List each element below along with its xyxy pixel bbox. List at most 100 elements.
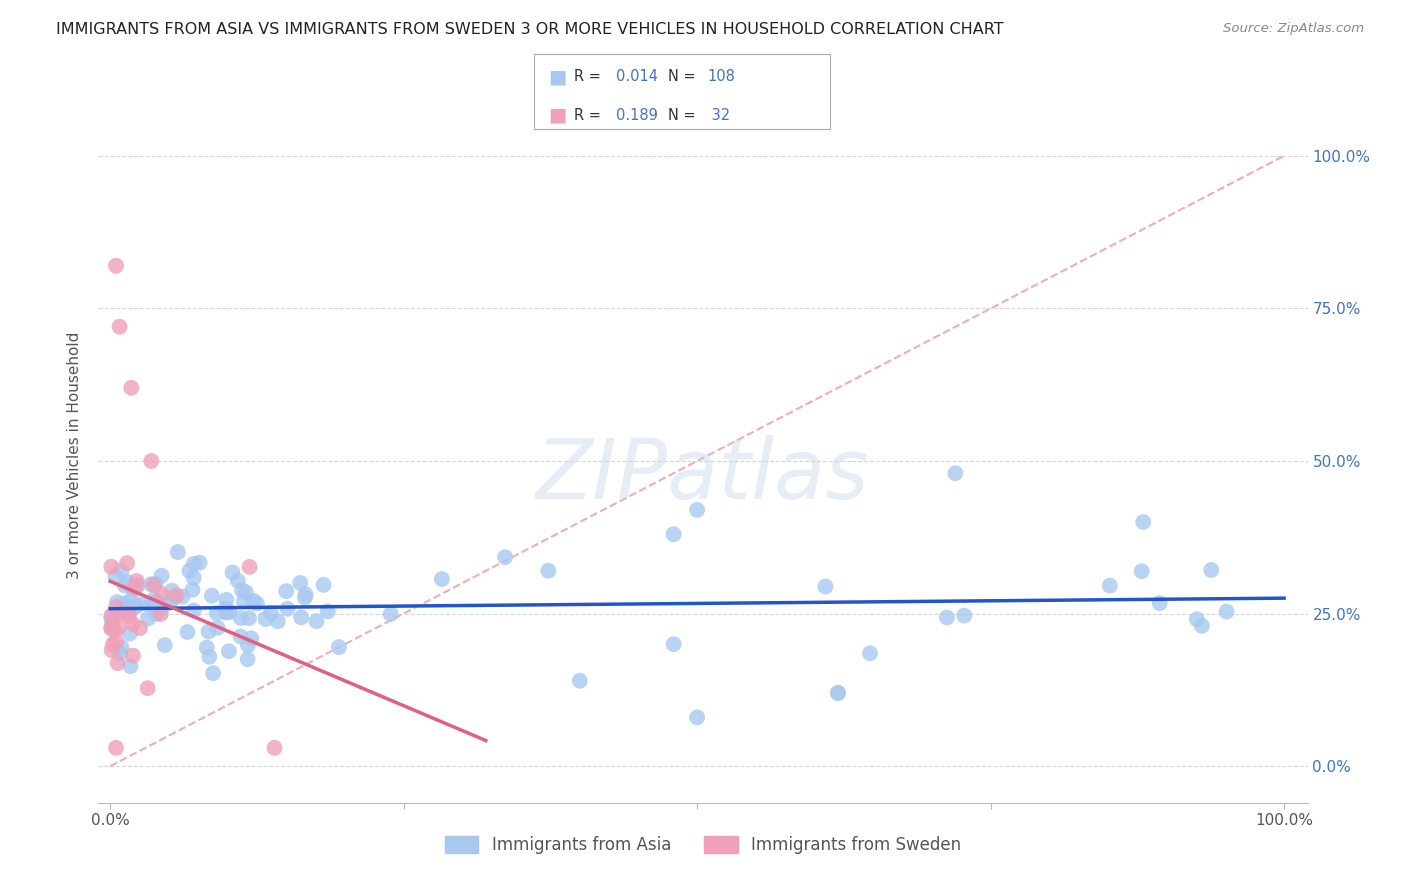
Point	[118, 626, 141, 640]
Point	[110, 604, 132, 618]
Point	[215, 605, 238, 619]
Point	[1098, 579, 1121, 593]
Point	[142, 578, 165, 592]
Point	[202, 666, 225, 681]
Point	[105, 599, 128, 614]
Point	[107, 608, 129, 623]
Point	[122, 648, 145, 663]
Point	[328, 640, 350, 654]
Point	[215, 593, 238, 607]
Point	[1149, 596, 1171, 610]
Point	[1132, 515, 1154, 529]
Point	[114, 597, 136, 611]
Point	[380, 607, 402, 621]
Point	[290, 576, 312, 591]
Point	[125, 599, 148, 614]
Point	[141, 597, 163, 611]
Point	[218, 644, 240, 658]
Point	[157, 596, 180, 610]
Text: IMMIGRANTS FROM ASIA VS IMMIGRANTS FROM SWEDEN 3 OR MORE VEHICLES IN HOUSEHOLD C: IMMIGRANTS FROM ASIA VS IMMIGRANTS FROM …	[56, 22, 1004, 37]
Point	[104, 624, 127, 638]
Point	[118, 607, 141, 621]
Point	[195, 640, 218, 655]
Point	[108, 319, 131, 334]
Point	[136, 681, 159, 696]
Text: 0.189: 0.189	[616, 108, 658, 122]
Point	[115, 556, 138, 570]
Point	[100, 559, 122, 574]
Point	[132, 596, 155, 610]
Point	[205, 606, 228, 620]
Point	[260, 606, 283, 620]
Text: 0.014: 0.014	[616, 70, 658, 84]
Point	[276, 584, 298, 599]
Point	[128, 621, 150, 635]
Point	[122, 583, 145, 598]
Point	[662, 637, 685, 651]
Point	[118, 609, 141, 624]
Point	[229, 611, 252, 625]
Point	[183, 603, 205, 617]
Point	[686, 710, 709, 724]
Point	[121, 617, 143, 632]
Point	[120, 381, 142, 395]
Point	[263, 740, 285, 755]
Point	[859, 646, 882, 660]
Point	[125, 599, 148, 614]
Point	[294, 591, 316, 605]
Point	[115, 574, 138, 589]
Point	[238, 560, 260, 574]
Point	[188, 556, 211, 570]
Point	[145, 607, 167, 621]
Point	[141, 454, 163, 468]
Text: N =: N =	[668, 108, 700, 122]
Point	[139, 577, 162, 591]
Point	[236, 652, 259, 666]
Point	[105, 259, 128, 273]
Point	[166, 588, 188, 602]
Point	[1185, 612, 1208, 626]
Point	[236, 638, 259, 652]
Point	[101, 615, 124, 630]
Point	[108, 646, 131, 660]
Point	[215, 606, 238, 620]
Point	[110, 640, 132, 655]
Point	[945, 467, 967, 481]
Point	[312, 578, 335, 592]
Point	[105, 595, 128, 609]
Point	[935, 610, 957, 624]
Y-axis label: 3 or more Vehicles in Household: 3 or more Vehicles in Household	[67, 331, 83, 579]
Point	[124, 581, 146, 595]
Point	[107, 621, 129, 635]
Point	[105, 740, 128, 755]
Point	[100, 608, 122, 623]
Point	[108, 604, 131, 618]
Point	[149, 607, 172, 621]
Point	[254, 612, 277, 626]
Point	[1215, 605, 1237, 619]
Point	[179, 564, 201, 578]
Text: 108: 108	[707, 70, 735, 84]
Point	[246, 597, 269, 611]
Point	[104, 569, 127, 583]
Point	[827, 686, 849, 700]
Point	[125, 579, 148, 593]
Point	[240, 632, 263, 646]
Point	[150, 568, 173, 582]
Point	[215, 601, 238, 615]
Point	[163, 591, 186, 606]
Point	[150, 587, 173, 601]
Point	[231, 583, 253, 598]
Point	[218, 605, 240, 619]
Point	[201, 589, 224, 603]
Legend: Immigrants from Asia, Immigrants from Sweden: Immigrants from Asia, Immigrants from Sw…	[439, 829, 967, 861]
Point	[226, 574, 249, 588]
Point	[148, 596, 170, 610]
Point	[267, 614, 290, 628]
Point	[662, 527, 685, 541]
Point	[145, 577, 167, 591]
Point	[100, 643, 122, 657]
Point	[276, 601, 298, 615]
Point	[207, 621, 229, 635]
Point	[316, 604, 339, 618]
